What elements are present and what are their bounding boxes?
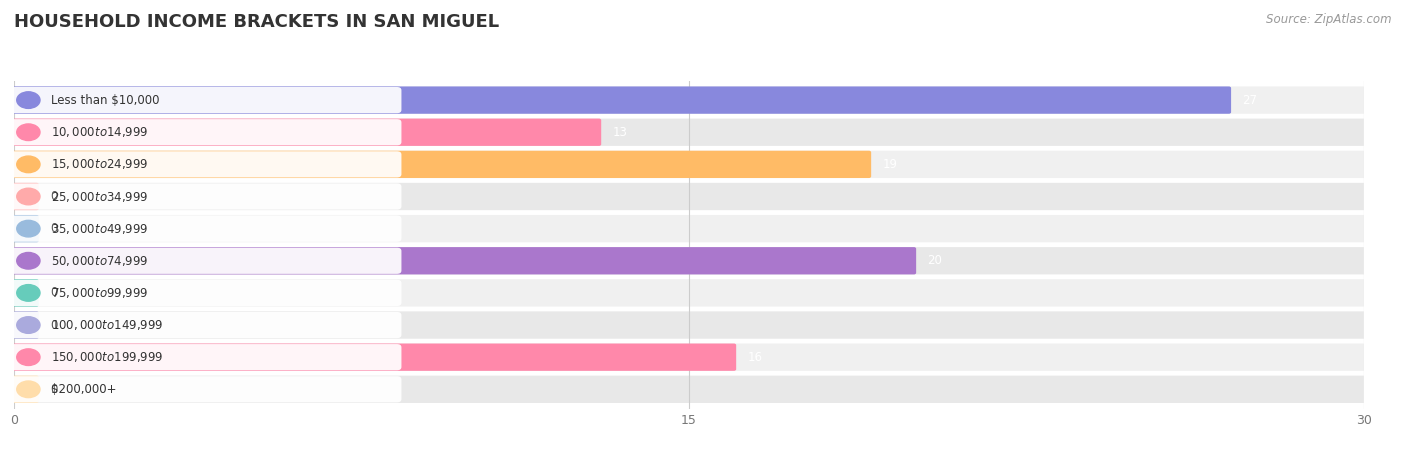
- FancyBboxPatch shape: [10, 312, 402, 338]
- Text: Source: ZipAtlas.com: Source: ZipAtlas.com: [1267, 13, 1392, 26]
- FancyBboxPatch shape: [10, 119, 402, 145]
- FancyBboxPatch shape: [10, 280, 402, 306]
- FancyBboxPatch shape: [11, 119, 602, 146]
- Text: $25,000 to $34,999: $25,000 to $34,999: [51, 189, 149, 203]
- Text: $200,000+: $200,000+: [51, 383, 117, 396]
- FancyBboxPatch shape: [10, 216, 402, 242]
- FancyBboxPatch shape: [11, 247, 917, 274]
- FancyBboxPatch shape: [10, 344, 402, 370]
- Text: $10,000 to $14,999: $10,000 to $14,999: [51, 125, 149, 139]
- Circle shape: [17, 92, 39, 108]
- FancyBboxPatch shape: [14, 279, 1364, 307]
- FancyBboxPatch shape: [11, 279, 39, 307]
- FancyBboxPatch shape: [11, 151, 872, 178]
- Text: 0: 0: [51, 318, 58, 331]
- FancyBboxPatch shape: [14, 247, 1364, 274]
- FancyBboxPatch shape: [14, 87, 1364, 114]
- Text: $50,000 to $74,999: $50,000 to $74,999: [51, 254, 149, 268]
- FancyBboxPatch shape: [10, 183, 402, 210]
- FancyBboxPatch shape: [14, 215, 1364, 242]
- FancyBboxPatch shape: [14, 119, 1364, 146]
- FancyBboxPatch shape: [10, 248, 402, 274]
- Text: 13: 13: [613, 126, 627, 139]
- FancyBboxPatch shape: [11, 87, 1232, 114]
- FancyBboxPatch shape: [11, 312, 39, 339]
- FancyBboxPatch shape: [14, 151, 1364, 178]
- Text: 0: 0: [51, 222, 58, 235]
- Circle shape: [17, 188, 39, 205]
- Circle shape: [17, 220, 39, 237]
- FancyBboxPatch shape: [14, 183, 1364, 210]
- FancyBboxPatch shape: [11, 183, 39, 210]
- Text: $35,000 to $49,999: $35,000 to $49,999: [51, 222, 149, 236]
- Circle shape: [17, 349, 39, 365]
- Circle shape: [17, 381, 39, 398]
- Text: 0: 0: [51, 190, 58, 203]
- FancyBboxPatch shape: [10, 376, 402, 402]
- Text: Less than $10,000: Less than $10,000: [51, 93, 160, 106]
- Text: 16: 16: [748, 351, 762, 364]
- Circle shape: [17, 285, 39, 301]
- FancyBboxPatch shape: [11, 215, 39, 242]
- Circle shape: [17, 156, 39, 173]
- Text: $75,000 to $99,999: $75,000 to $99,999: [51, 286, 149, 300]
- Text: HOUSEHOLD INCOME BRACKETS IN SAN MIGUEL: HOUSEHOLD INCOME BRACKETS IN SAN MIGUEL: [14, 13, 499, 31]
- FancyBboxPatch shape: [11, 376, 39, 403]
- FancyBboxPatch shape: [11, 343, 737, 371]
- FancyBboxPatch shape: [10, 87, 402, 113]
- Text: $15,000 to $24,999: $15,000 to $24,999: [51, 157, 149, 172]
- Text: 19: 19: [883, 158, 897, 171]
- FancyBboxPatch shape: [10, 151, 402, 177]
- Text: $150,000 to $199,999: $150,000 to $199,999: [51, 350, 163, 364]
- FancyBboxPatch shape: [14, 312, 1364, 339]
- Circle shape: [17, 252, 39, 269]
- Text: 0: 0: [51, 286, 58, 299]
- Text: $100,000 to $149,999: $100,000 to $149,999: [51, 318, 163, 332]
- Circle shape: [17, 124, 39, 141]
- Text: 20: 20: [928, 254, 942, 267]
- FancyBboxPatch shape: [14, 343, 1364, 371]
- Circle shape: [17, 317, 39, 333]
- FancyBboxPatch shape: [14, 376, 1364, 403]
- Text: 0: 0: [51, 383, 58, 396]
- Text: 27: 27: [1243, 93, 1257, 106]
